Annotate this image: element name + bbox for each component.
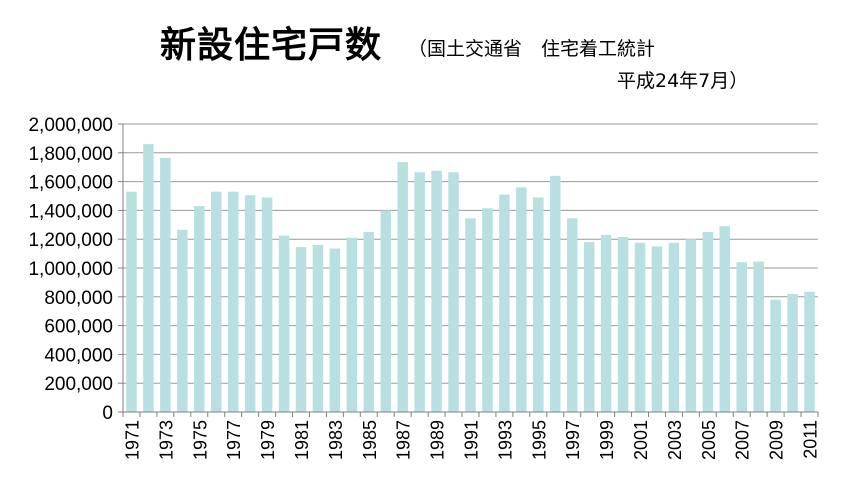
bar-1985 bbox=[363, 232, 375, 412]
y-tick-label: 1,200,000 bbox=[28, 230, 113, 251]
x-tick-label: 1985 bbox=[360, 420, 380, 460]
y-tick-label: 1,800,000 bbox=[28, 144, 113, 165]
bar-1987 bbox=[397, 162, 408, 412]
x-tick-label: 1999 bbox=[597, 420, 617, 460]
y-tick-label: 0 bbox=[102, 403, 113, 424]
bar-1974 bbox=[177, 229, 188, 412]
bar-1978 bbox=[244, 195, 256, 412]
y-tick-label: 1,600,000 bbox=[28, 173, 113, 194]
bar-2009 bbox=[770, 299, 781, 412]
bar-1981 bbox=[295, 247, 307, 412]
bar-2004 bbox=[685, 239, 697, 412]
x-tick-label: 2001 bbox=[631, 420, 651, 460]
bar-1993 bbox=[499, 194, 510, 412]
bar-1983 bbox=[329, 248, 341, 412]
bar-1984 bbox=[346, 237, 358, 412]
bar-1988 bbox=[414, 172, 425, 412]
bar-1997 bbox=[566, 218, 578, 412]
x-tick-label: 2007 bbox=[733, 420, 753, 460]
chart-subtitle-date: 平成24年7月） bbox=[617, 70, 749, 92]
x-tick-label: 1991 bbox=[462, 420, 482, 460]
bar-1986 bbox=[380, 210, 391, 412]
x-tick-label: 2003 bbox=[665, 420, 685, 460]
y-tick-label: 1,000,000 bbox=[28, 259, 113, 280]
bar-2011 bbox=[804, 291, 815, 412]
chart-subtitle-source: （国土交通省 住宅着工統計 bbox=[408, 38, 656, 60]
bar-2008 bbox=[753, 261, 764, 412]
bar-1976 bbox=[210, 191, 222, 412]
y-tick-label: 400,000 bbox=[44, 345, 113, 366]
bar-2007 bbox=[736, 262, 747, 412]
bar-2002 bbox=[651, 246, 663, 412]
bar-1998 bbox=[583, 242, 595, 412]
bar-1980 bbox=[278, 235, 290, 412]
bar-2000 bbox=[617, 237, 629, 412]
bar-1989 bbox=[431, 170, 442, 412]
x-tick-label: 2011 bbox=[801, 420, 821, 459]
bar-1995 bbox=[533, 197, 544, 412]
bar-1973 bbox=[160, 157, 171, 412]
x-tick-label: 1975 bbox=[190, 420, 210, 460]
y-tick-label: 2,000,000 bbox=[28, 115, 113, 136]
chart-title: 新設住宅戸数 bbox=[160, 25, 383, 66]
bars bbox=[126, 144, 815, 412]
x-tick-label: 1971 bbox=[122, 420, 142, 460]
bar-1990 bbox=[448, 172, 459, 412]
bar-1996 bbox=[550, 175, 561, 412]
x-tick-label: 2009 bbox=[767, 420, 787, 460]
y-tick-label: 600,000 bbox=[44, 317, 113, 338]
bar-1991 bbox=[465, 218, 476, 412]
bar-1992 bbox=[482, 208, 493, 412]
bar-2003 bbox=[668, 242, 680, 412]
bar-2006 bbox=[719, 226, 731, 412]
x-tick-label: 1973 bbox=[156, 420, 176, 460]
bar-1971 bbox=[126, 191, 137, 412]
bar-2010 bbox=[787, 293, 798, 412]
bar-1977 bbox=[227, 191, 239, 412]
y-tick-label: 200,000 bbox=[44, 374, 113, 395]
x-tick-label: 1993 bbox=[495, 420, 515, 460]
bar-1982 bbox=[312, 244, 324, 412]
x-tick-label: 1987 bbox=[394, 420, 414, 460]
x-tick-labels: 1971 1973 1975 1977 1979 1981 1983 1985 1987 1989… bbox=[122, 420, 820, 460]
axes bbox=[118, 123, 819, 417]
bar-1999 bbox=[600, 234, 612, 412]
x-tick-label: 1997 bbox=[563, 420, 583, 460]
x-tick-label: 1977 bbox=[224, 420, 244, 460]
x-tick-label: 2005 bbox=[699, 420, 719, 460]
y-tick-label: 1,400,000 bbox=[28, 201, 113, 222]
y-tick-label: 800,000 bbox=[44, 288, 113, 309]
bar-1979 bbox=[261, 197, 273, 412]
bar-1975 bbox=[194, 206, 205, 412]
y-tick-labels: 0 200,000 400,000 600,000 800,000 1,000,000 1,… bbox=[28, 115, 113, 424]
x-tick-label: 1981 bbox=[292, 420, 312, 460]
x-tick-label: 1989 bbox=[428, 420, 448, 460]
bar-2001 bbox=[634, 242, 646, 412]
x-tick-label: 1995 bbox=[529, 420, 549, 460]
bar-1972 bbox=[143, 144, 154, 412]
x-tick-label: 1983 bbox=[326, 420, 346, 460]
bar-1994 bbox=[516, 187, 527, 412]
x-tick-label: 1979 bbox=[258, 420, 278, 460]
bar-2005 bbox=[702, 232, 714, 412]
